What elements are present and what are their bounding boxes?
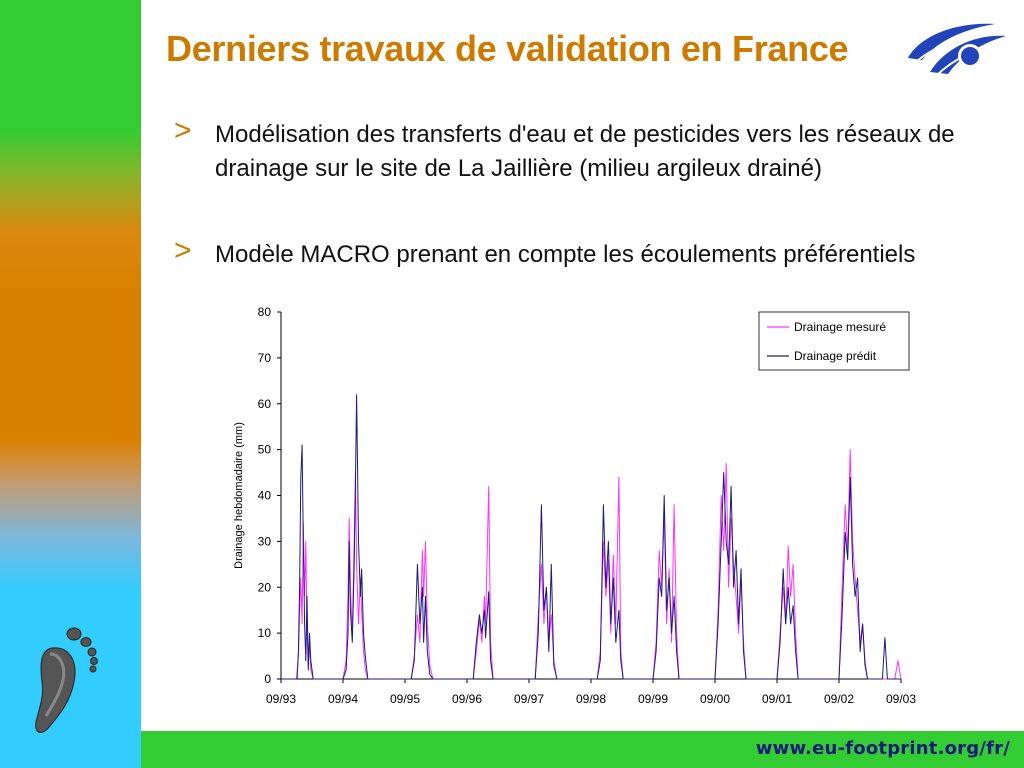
y-tick-label: 0 <box>264 672 271 686</box>
x-tick-label: 09/96 <box>452 692 482 706</box>
x-tick-label: 09/00 <box>700 692 730 706</box>
chart-series-group <box>281 394 902 680</box>
slide-title: Derniers travaux de validation en France <box>166 28 849 69</box>
series-line-predicted <box>281 394 901 680</box>
bullet-marker: > <box>174 114 192 147</box>
footer-url[interactable]: www.eu-footprint.org/fr/ <box>755 738 1010 759</box>
bullet-marker: > <box>174 234 192 267</box>
x-tick-label: 09/95 <box>390 692 420 706</box>
y-tick-label: 80 <box>258 305 272 319</box>
legend-label: Drainage mesuré <box>794 320 886 334</box>
chart-axes: 0 10 20 30 40 50 60 70 80 09/93 09/94 09/95 09/96 09/… <box>233 305 916 706</box>
y-tick-label: 50 <box>258 443 272 457</box>
legend-box <box>758 311 910 371</box>
y-tick-label: 40 <box>258 489 272 503</box>
bullet-text: Modèle MACRO prenant en compte les écoul… <box>215 241 916 268</box>
chart-legend: Drainage mesuré Drainage prédit <box>758 311 910 371</box>
y-tick-label: 70 <box>258 351 272 365</box>
series-line-measured <box>281 449 902 680</box>
footer-bar: www.eu-footprint.org/fr/ <box>141 731 1024 768</box>
x-tick-label: 09/97 <box>514 692 544 706</box>
y-tick-label: 20 <box>258 580 272 594</box>
eu-logo-icon <box>908 23 1009 77</box>
legend-label: Drainage prédit <box>794 349 877 363</box>
footprint-icon <box>35 627 98 733</box>
bullet-item-modelisation: > Modélisation des transferts d'eau et d… <box>174 114 1004 186</box>
y-axis-label: Drainage hebdomadaire (mm) <box>233 422 245 569</box>
x-tick-label: 09/99 <box>638 692 668 706</box>
y-tick-label: 10 <box>258 626 272 640</box>
y-tick-label: 60 <box>258 397 272 411</box>
x-tick-label: 09/02 <box>824 692 854 706</box>
x-tick-label: 09/94 <box>328 692 358 706</box>
y-tick-label: 30 <box>258 534 272 548</box>
x-tick-label: 09/93 <box>266 692 296 706</box>
bullet-item-macro: > Modèle MACRO prenant en compte les éco… <box>174 234 1004 272</box>
bullet-text: Modélisation des transferts d'eau et de … <box>215 121 955 182</box>
x-tick-label: 09/01 <box>762 692 792 706</box>
x-tick-label: 09/98 <box>576 692 606 706</box>
drainage-chart: 0 10 20 30 40 50 60 70 80 09/93 09/94 09/95 09/96 09/… <box>233 305 916 706</box>
sidebar-gradient <box>0 0 141 768</box>
x-tick-label: 09/03 <box>886 692 916 706</box>
